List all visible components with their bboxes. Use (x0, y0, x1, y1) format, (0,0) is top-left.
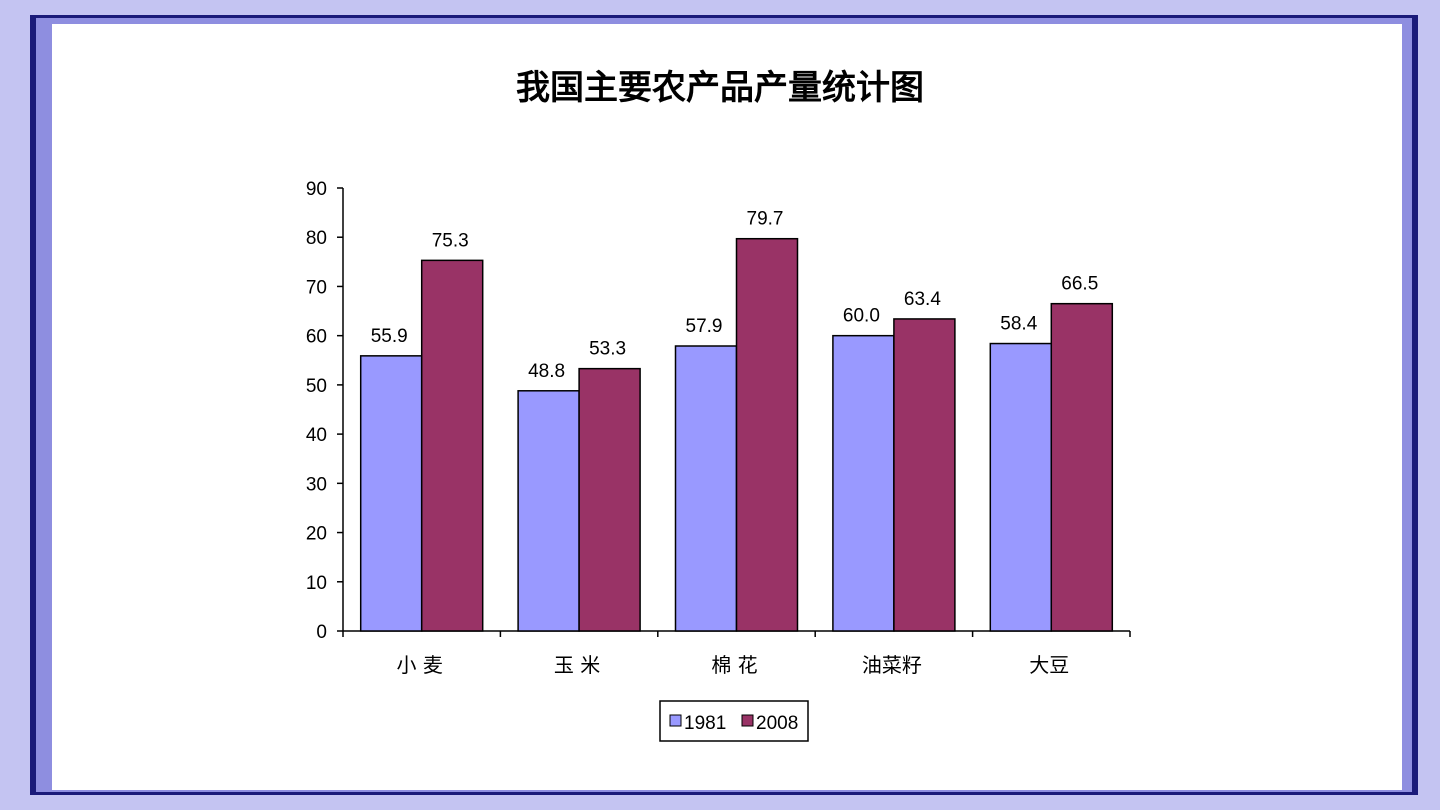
data-label: 75.3 (432, 230, 469, 251)
data-label: 48.8 (528, 361, 565, 382)
data-label: 55.9 (371, 326, 408, 347)
data-label: 79.7 (747, 209, 784, 230)
y-tick-label: 30 (306, 474, 327, 495)
y-tick-label: 60 (306, 327, 327, 348)
x-tick-label: 棉 花 (711, 653, 757, 677)
bar-2008 (420, 259, 484, 632)
bar-1981 (674, 345, 738, 632)
bar-1981 (832, 334, 895, 632)
y-tick-label: 20 (306, 524, 327, 545)
bar-2008 (735, 237, 799, 632)
y-tick-label: 0 (316, 622, 327, 643)
legend-label-1981: 1981 (684, 713, 726, 734)
legend-swatch-1981 (669, 714, 682, 727)
data-label: 58.4 (1000, 314, 1037, 335)
data-label: 63.4 (904, 289, 941, 310)
legend-swatch-2008 (741, 714, 754, 727)
y-tick-label: 80 (306, 228, 327, 249)
bar-2008 (893, 318, 956, 632)
y-tick-label: 50 (306, 376, 327, 397)
x-tick-label: 油菜籽 (862, 653, 922, 677)
bar-2008 (1050, 302, 1114, 632)
x-tick-label: 玉 米 (554, 653, 600, 677)
y-tick-label: 40 (306, 425, 327, 446)
bar-1981 (989, 342, 1053, 632)
x-tick-label: 小 麦 (397, 653, 443, 677)
y-tick-label: 90 (306, 179, 327, 200)
legend (659, 700, 809, 742)
bar-1981 (359, 355, 423, 632)
data-label: 66.5 (1061, 274, 1098, 295)
chart-title: 我国主要农产品产量统计图 (516, 68, 924, 108)
bar-1981 (517, 390, 580, 632)
data-label: 53.3 (589, 339, 626, 360)
bar-2008 (578, 367, 641, 632)
y-tick-label: 10 (306, 573, 327, 594)
data-label: 60.0 (843, 306, 880, 327)
x-tick-label: 大豆 (1029, 653, 1069, 677)
data-label: 57.9 (686, 316, 723, 337)
y-tick-label: 70 (306, 277, 327, 298)
legend-label-2008: 2008 (756, 713, 798, 734)
